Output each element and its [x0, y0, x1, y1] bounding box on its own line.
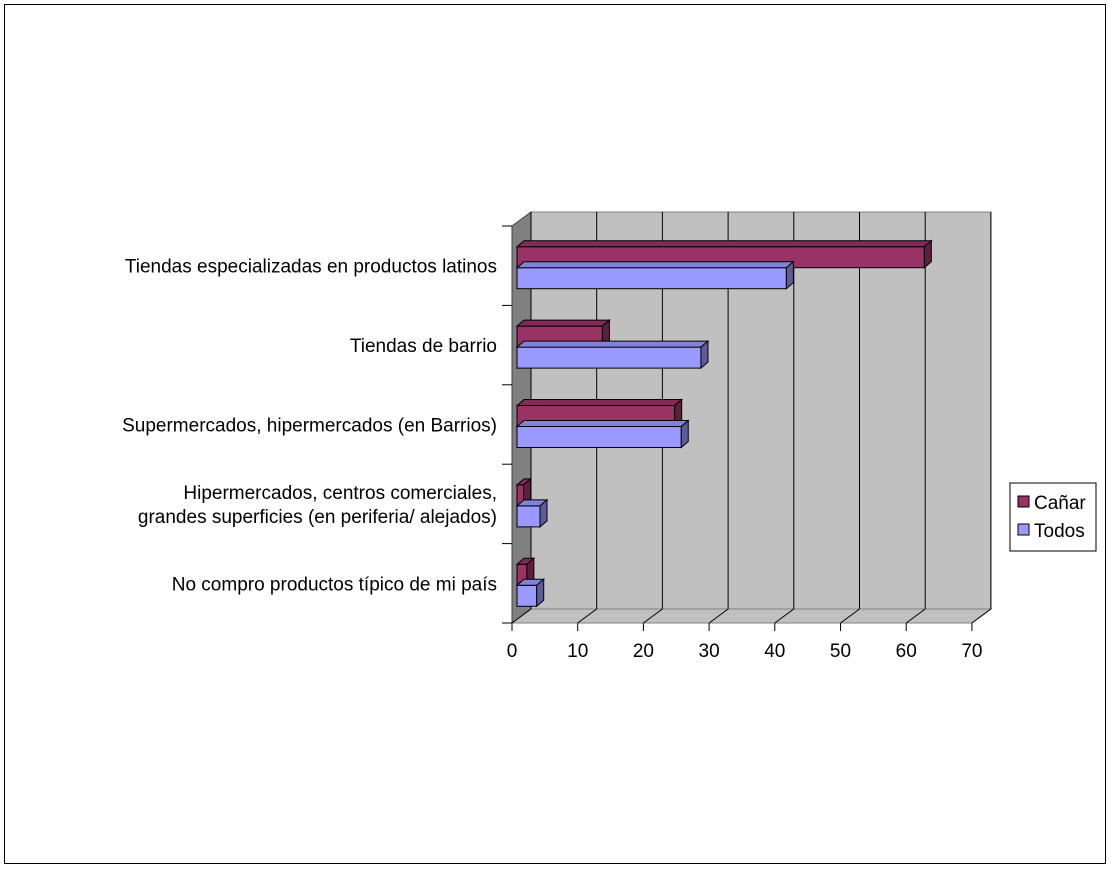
bar — [516, 267, 787, 290]
legend-swatch — [1017, 523, 1030, 536]
bar-end — [539, 498, 548, 528]
bar-top — [515, 420, 690, 427]
floor-gridline — [971, 608, 992, 624]
x-tick-label: 20 — [633, 641, 654, 662]
bar-top — [515, 261, 795, 269]
bar — [516, 426, 682, 448]
bar-end — [923, 239, 932, 269]
category-label: Hipermercados, centros comerciales, — [183, 483, 497, 504]
bar-end — [785, 260, 794, 290]
floor-gridline — [774, 608, 795, 624]
x-tick-label: 40 — [764, 641, 785, 662]
bar-top — [515, 340, 710, 348]
x-tick-label: 50 — [830, 641, 851, 662]
category-label: grandes superficies (en periferia/ aleja… — [138, 507, 497, 528]
legend: Cañar Todos — [1009, 482, 1097, 552]
bar-end — [536, 578, 545, 608]
floor-gridline — [643, 608, 663, 624]
category-label: Tiendas especializadas en productos lati… — [125, 257, 497, 278]
floor-gridline — [708, 608, 729, 624]
legend-label: Cañar — [1034, 493, 1086, 514]
legend-label: Todos — [1034, 521, 1085, 542]
floor — [510, 608, 993, 624]
x-tick-label: 0 — [507, 641, 518, 662]
category-labels: Tiendas especializadas en productos lati… — [122, 257, 497, 596]
legend-box — [1009, 482, 1097, 552]
bar-end — [700, 340, 709, 370]
category-label: No compro productos típico de mi país — [172, 574, 497, 595]
category-label: Tiendas de barrio — [350, 336, 497, 357]
legend-swatch — [1017, 495, 1030, 508]
x-tick-label: 10 — [567, 641, 588, 662]
floor-gridline — [577, 608, 597, 624]
bar-top — [515, 240, 933, 248]
category-label: Supermercados, hipermercados (en Barrios… — [122, 416, 497, 437]
bar — [516, 584, 538, 607]
bar — [516, 505, 541, 528]
bar-top — [515, 399, 684, 406]
floor-gridline — [905, 608, 926, 624]
bar-top — [515, 319, 611, 327]
x-tick-label: 70 — [961, 641, 982, 662]
bar — [516, 346, 702, 369]
bar-end — [680, 419, 689, 449]
x-tick-label: 60 — [896, 641, 917, 662]
floor-gridline — [511, 608, 532, 624]
floor-gridline — [840, 608, 860, 624]
x-tick-label: 30 — [699, 641, 720, 662]
bars — [515, 239, 933, 608]
x-axis-ticks: 0 10 20 30 40 50 60 70 — [502, 225, 982, 662]
